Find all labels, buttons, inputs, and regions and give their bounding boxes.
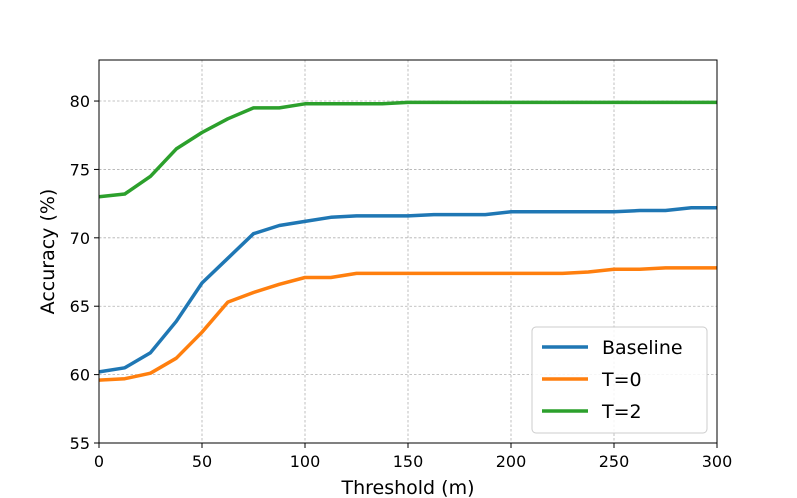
x-axis-label: Threshold (m) (340, 477, 474, 498)
x-tick-label: 200 (496, 452, 527, 471)
y-tick-label: 80 (70, 92, 90, 111)
legend-label: T=2 (601, 401, 642, 423)
y-axis-label: Accuracy (%) (37, 189, 59, 315)
y-tick-label: 70 (70, 229, 90, 248)
y-tick-label: 65 (70, 297, 90, 316)
series-line-t-2 (98, 100, 717, 199)
y-tick-label: 75 (70, 160, 90, 179)
axis-ticks: 0 50 100 150 200 250 300 55 60 65 70 75 80 (70, 92, 733, 471)
series-lines (98, 100, 717, 382)
x-tick-label: 100 (290, 452, 321, 471)
x-tick-label: 300 (702, 452, 733, 471)
x-tick-label: 250 (599, 452, 630, 471)
x-tick-label: 0 (94, 452, 104, 471)
y-tick-label: 60 (70, 366, 90, 385)
legend-label: Baseline (602, 337, 683, 359)
legend-box (531, 326, 708, 434)
series-line-t-0 (98, 266, 717, 382)
x-tick-label: 150 (393, 452, 424, 471)
y-tick-label: 55 (70, 434, 90, 453)
series-line-baseline (98, 205, 717, 374)
legend-label: T=0 (601, 369, 642, 391)
x-tick-label: 50 (192, 452, 212, 471)
legend: Baseline T=0 T=2 (531, 326, 708, 434)
